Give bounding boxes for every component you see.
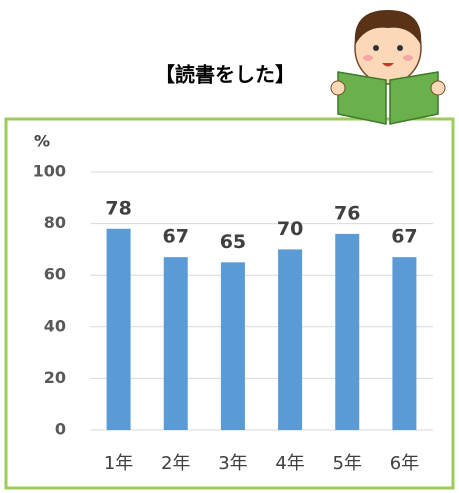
bar xyxy=(392,257,417,430)
value-label: 67 xyxy=(391,226,417,248)
bar xyxy=(163,257,188,430)
y-tick-label: 20 xyxy=(44,368,66,387)
y-tick-label: 100 xyxy=(33,162,66,181)
x-tick-label: 3年 xyxy=(218,453,247,474)
bar xyxy=(220,262,245,430)
value-label: 67 xyxy=(163,226,189,248)
value-label: 70 xyxy=(277,218,303,240)
chart-title: 【読書をした】 xyxy=(155,63,295,87)
x-tick-label: 6年 xyxy=(390,453,419,474)
bar xyxy=(278,249,303,430)
x-tick-label: 4年 xyxy=(275,453,304,474)
y-tick-label: 60 xyxy=(44,265,66,284)
bar xyxy=(335,233,360,430)
x-tick-label: 1年 xyxy=(104,453,133,474)
x-tick-label: 2年 xyxy=(161,453,190,474)
value-label: 78 xyxy=(105,197,131,219)
y-tick-label: 40 xyxy=(44,316,66,335)
value-label: 65 xyxy=(220,231,246,253)
value-label: 76 xyxy=(334,202,360,224)
x-tick-label: 5年 xyxy=(333,453,362,474)
y-axis-unit: % xyxy=(34,132,50,151)
bar xyxy=(106,228,131,430)
y-tick-label: 0 xyxy=(55,420,66,439)
illustration xyxy=(330,10,446,125)
y-tick-label: 80 xyxy=(44,213,66,232)
